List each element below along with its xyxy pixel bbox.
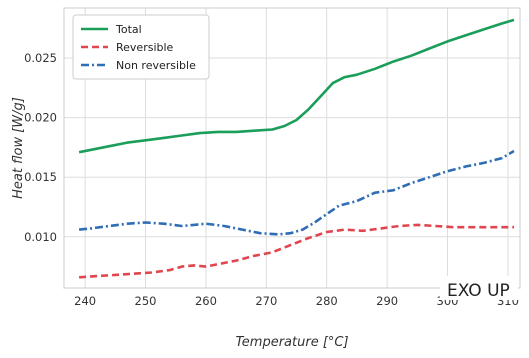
y-tick-label: 0.025 bbox=[24, 51, 57, 65]
x-tick-label: 280 bbox=[316, 294, 338, 308]
legend: Total Reversible Non reversible bbox=[72, 14, 210, 80]
x-tick-label: 250 bbox=[135, 294, 157, 308]
y-tick-label: 0.010 bbox=[24, 230, 57, 244]
exo-up-annotation: EXO UP bbox=[447, 281, 510, 301]
y-tick-label: 0.015 bbox=[24, 170, 57, 184]
series-lines bbox=[78, 18, 515, 279]
x-tick-label: 290 bbox=[376, 294, 398, 308]
x-tick-label: 270 bbox=[255, 294, 277, 308]
legend-label-non-reversible: Non reversible bbox=[116, 59, 196, 72]
x-tick-label: 240 bbox=[74, 294, 96, 308]
legend-box bbox=[72, 14, 210, 80]
y-tick-labels: 0.010 0.015 0.020 0.025 bbox=[24, 51, 57, 244]
legend-label-reversible: Reversible bbox=[116, 41, 174, 54]
plot-frame bbox=[63, 7, 521, 289]
x-axis-title: Temperature [°C] bbox=[235, 335, 348, 350]
series-line-non-reversible bbox=[78, 149, 515, 236]
y-tick-label: 0.020 bbox=[24, 111, 57, 125]
legend-label-total: Total bbox=[115, 23, 142, 36]
x-tick-label: 260 bbox=[195, 294, 217, 308]
series-line-total bbox=[78, 18, 515, 154]
y-axis-title: Heat flow [W/g] bbox=[11, 97, 26, 199]
annotation-background bbox=[440, 276, 518, 300]
